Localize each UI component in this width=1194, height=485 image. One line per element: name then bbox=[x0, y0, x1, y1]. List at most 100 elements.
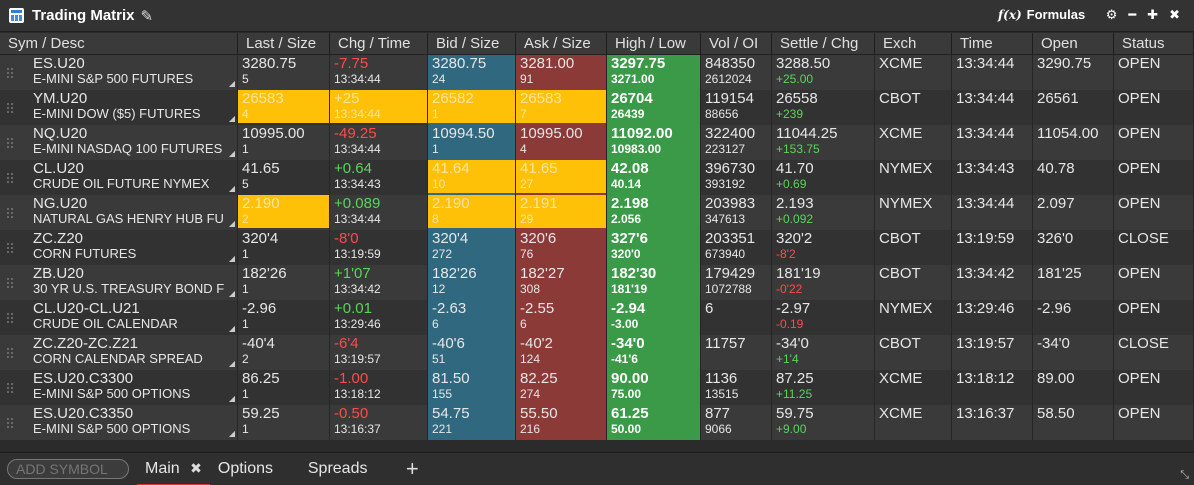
volume-cell: 322400 223127 bbox=[701, 125, 772, 160]
status-value: OPEN bbox=[1118, 125, 1161, 142]
high-low-cell-value: -2.94 bbox=[611, 300, 646, 317]
symbol-cell[interactable]: NG.U20 NATURAL GAS HENRY HUB FU ◢ bbox=[0, 195, 238, 230]
close-tab-icon[interactable]: ✖ bbox=[190, 459, 202, 476]
time-value: 13:34:43 bbox=[956, 160, 1015, 177]
ask-cell-content: 2.191 29 bbox=[520, 195, 606, 227]
close-icon[interactable]: ✖ bbox=[1169, 7, 1180, 22]
expand-corner-icon[interactable]: ◢ bbox=[228, 429, 235, 438]
symbol-cell[interactable]: NQ.U20 E-MINI NASDAQ 100 FUTURES ◢ bbox=[0, 125, 238, 160]
add-symbol-input[interactable] bbox=[7, 459, 129, 479]
drag-handle-icon[interactable] bbox=[0, 230, 20, 265]
drag-handle-icon[interactable] bbox=[0, 90, 20, 125]
last-cell-subvalue: 5 bbox=[242, 72, 249, 86]
column-header-sym[interactable]: Sym / Desc bbox=[0, 33, 238, 54]
table-row[interactable]: ES.U20 E-MINI S&P 500 FUTURES ◢ 3280.75 5 -7.… bbox=[0, 55, 1194, 90]
symbol-cell[interactable]: CL.U20-CL.U21 CRUDE OIL CALENDAR ◢ bbox=[0, 300, 238, 335]
formulas-button[interactable]: f(x) Formulas bbox=[998, 7, 1085, 22]
column-header-last[interactable]: Last / Size bbox=[238, 33, 330, 54]
last-cell-content: 2.190 2 bbox=[242, 195, 329, 227]
drag-handle-icon[interactable] bbox=[0, 195, 20, 230]
drag-handle-icon[interactable] bbox=[0, 160, 20, 195]
volume-cell-value: 322400 bbox=[705, 125, 756, 142]
drag-handle-icon[interactable] bbox=[0, 300, 20, 335]
symbol-cell[interactable]: ES.U20 E-MINI S&P 500 FUTURES ◢ bbox=[0, 55, 238, 90]
expand-corner-icon[interactable]: ◢ bbox=[228, 359, 235, 368]
ask-cell: 320'6 76 bbox=[516, 230, 607, 265]
tab-options[interactable]: Options bbox=[210, 453, 300, 485]
expand-corner-icon[interactable]: ◢ bbox=[228, 324, 235, 333]
resize-icon[interactable]: ⤡ bbox=[1180, 469, 1189, 481]
gear-icon[interactable]: ⚙ bbox=[1105, 7, 1118, 22]
column-header-settle[interactable]: Settle / Chg bbox=[772, 33, 875, 54]
symbol-cell[interactable]: ES.U20.C3350 E-MINI S&P 500 OPTIONS ◢ bbox=[0, 405, 238, 440]
expand-corner-icon[interactable]: ◢ bbox=[228, 289, 235, 298]
column-header-open[interactable]: Open bbox=[1033, 33, 1114, 54]
exch-cell: XCME bbox=[875, 125, 952, 160]
expand-corner-icon[interactable]: ◢ bbox=[228, 254, 235, 263]
table-row[interactable]: ES.U20.C3350 E-MINI S&P 500 OPTIONS ◢ 59.25… bbox=[0, 405, 1194, 440]
drag-handle-icon[interactable] bbox=[0, 55, 20, 90]
symbol-code: ES.U20.C3350 bbox=[33, 405, 134, 422]
drag-handle-icon[interactable] bbox=[0, 405, 20, 440]
table-row[interactable]: CL.U20-CL.U21 CRUDE OIL CALENDAR ◢ -2.96 1 +0… bbox=[0, 300, 1194, 335]
change-cell-value: -7.75 bbox=[334, 55, 369, 72]
last-cell-content: -40'4 2 bbox=[242, 335, 329, 367]
column-header-chg[interactable]: Chg / Time bbox=[330, 33, 428, 54]
tab-main[interactable]: Main ✖ bbox=[137, 453, 210, 485]
last-cell: 26583 4 bbox=[238, 90, 330, 125]
time-cell: 13:16:37 bbox=[952, 405, 1033, 440]
column-header-time[interactable]: Time bbox=[952, 33, 1033, 54]
change-cell-value: +1'07 bbox=[334, 265, 371, 282]
column-header-exch[interactable]: Exch bbox=[875, 33, 952, 54]
table-row[interactable]: ES.U20.C3300 E-MINI S&P 500 OPTIONS ◢ 86.25… bbox=[0, 370, 1194, 405]
bid-cell-value: 26582 bbox=[432, 90, 474, 107]
symbol-cell[interactable]: ZC.Z20 CORN FUTURES ◢ bbox=[0, 230, 238, 265]
column-header-hl[interactable]: High / Low bbox=[607, 33, 701, 54]
pencil-icon[interactable]: ✎ bbox=[140, 7, 154, 25]
table-row[interactable]: CL.U20 CRUDE OIL FUTURE NYMEX ◢ 41.65 5 +0.64… bbox=[0, 160, 1194, 195]
exch-value: CBOT bbox=[879, 335, 921, 352]
last-cell-subvalue: 1 bbox=[242, 387, 249, 401]
table-row[interactable]: YM.U20 E-MINI DOW ($5) FUTURES ◢ 26583 4 +25 1… bbox=[0, 90, 1194, 125]
table-row[interactable]: NQ.U20 E-MINI NASDAQ 100 FUTURES ◢ 10995.00… bbox=[0, 125, 1194, 160]
tab-spreads[interactable]: Spreads bbox=[300, 453, 396, 485]
ask-cell-content: 10995.00 4 bbox=[520, 125, 606, 157]
drag-handle-icon[interactable] bbox=[0, 125, 20, 160]
drag-handle-icon[interactable] bbox=[0, 335, 20, 370]
high-low-cell-value: -34'0 bbox=[611, 335, 645, 352]
settle-cell-subvalue: -0'22 bbox=[776, 282, 803, 296]
column-header-status[interactable]: Status bbox=[1114, 33, 1194, 54]
table-row[interactable]: ZC.Z20 CORN FUTURES ◢ 320'4 1 -8'0 13:19:59 320… bbox=[0, 230, 1194, 265]
volume-cell-content: 848350 2612024 bbox=[705, 55, 771, 87]
symbol-cell[interactable]: ZB.U20 30 YR U.S. TREASURY BOND F ◢ bbox=[0, 265, 238, 300]
drag-handle-icon[interactable] bbox=[0, 265, 20, 300]
ask-cell: -40'2 124 bbox=[516, 335, 607, 370]
last-cell: 182'26 1 bbox=[238, 265, 330, 300]
drag-handle-icon[interactable] bbox=[0, 370, 20, 405]
column-header-ask[interactable]: Ask / Size bbox=[516, 33, 607, 54]
symbol-cell[interactable]: ZC.Z20-ZC.Z21 CORN CALENDAR SPREAD ◢ bbox=[0, 335, 238, 370]
column-header-bid[interactable]: Bid / Size bbox=[428, 33, 516, 54]
table-row[interactable]: ZC.Z20-ZC.Z21 CORN CALENDAR SPREAD ◢ -40'4 2… bbox=[0, 335, 1194, 370]
expand-corner-icon[interactable]: ◢ bbox=[228, 394, 235, 403]
maximize-icon[interactable]: ✚ bbox=[1147, 7, 1159, 22]
symbol-cell[interactable]: YM.U20 E-MINI DOW ($5) FUTURES ◢ bbox=[0, 90, 238, 125]
add-tab-icon[interactable]: + bbox=[405, 456, 419, 481]
minimize-icon[interactable]: ━ bbox=[1128, 7, 1137, 22]
table-row[interactable]: NG.U20 NATURAL GAS HENRY HUB FU ◢ 2.190 2 +0.… bbox=[0, 195, 1194, 230]
expand-corner-icon[interactable]: ◢ bbox=[228, 114, 235, 123]
expand-corner-icon[interactable]: ◢ bbox=[228, 219, 235, 228]
column-header-vol[interactable]: Vol / OI bbox=[701, 33, 772, 54]
change-cell-content: -8'0 13:19:59 bbox=[334, 230, 427, 262]
symbol-code: ZC.Z20 bbox=[33, 230, 84, 247]
ask-cell-subvalue: 124 bbox=[520, 352, 541, 366]
symbol-cell[interactable]: CL.U20 CRUDE OIL FUTURE NYMEX ◢ bbox=[0, 160, 238, 195]
volume-cell-content: 179429 1072788 bbox=[705, 265, 771, 297]
expand-corner-icon[interactable]: ◢ bbox=[228, 79, 235, 88]
bid-cell: 320'4 272 bbox=[428, 230, 516, 265]
expand-corner-icon[interactable]: ◢ bbox=[228, 149, 235, 158]
symbol-cell[interactable]: ES.U20.C3300 E-MINI S&P 500 OPTIONS ◢ bbox=[0, 370, 238, 405]
open-cell: -2.96 bbox=[1033, 300, 1114, 335]
table-row[interactable]: ZB.U20 30 YR U.S. TREASURY BOND F ◢ 182'26 1… bbox=[0, 265, 1194, 300]
expand-corner-icon[interactable]: ◢ bbox=[228, 184, 235, 193]
